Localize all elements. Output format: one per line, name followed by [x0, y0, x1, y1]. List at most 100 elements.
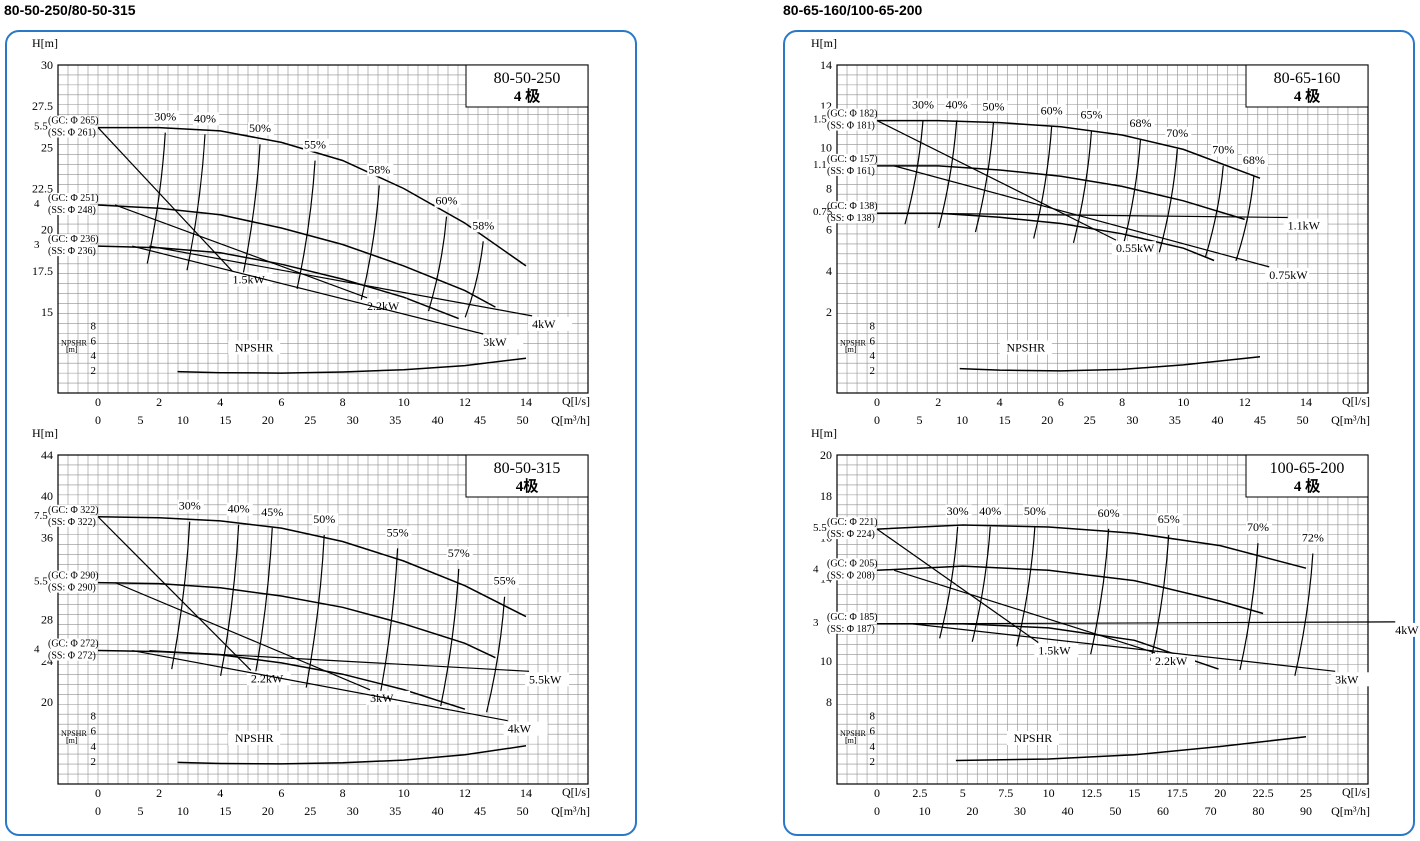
impeller-label-bg: [30, 192, 90, 215]
head-curves: 5.5 (GC: Φ 221)(SS: Φ 224)4 (GC: Φ 205)(SS…: [809, 517, 1307, 670]
y-tick-label: 10: [820, 654, 832, 668]
impeller-ss-label: (SS: Φ 224): [827, 529, 875, 540]
efficiency-text: 30%: [154, 110, 176, 124]
power-line: [149, 245, 533, 317]
xtick-bg: [1166, 787, 1189, 801]
power-line: [876, 528, 1039, 643]
x-axis: 0 2 4 6 8 10 12 14 Q[l/s] 0 5 10 15 20 25 30 35 40 45 50 Q[m…: [87, 394, 590, 427]
npsh-label: NPSHR: [228, 731, 281, 745]
efficiency-line: [253, 527, 273, 681]
npsh-tick-label: 6: [91, 335, 97, 347]
npsh-axis-label: NPSHR: [61, 729, 87, 738]
impeller-label: 7.5 (GC: Φ 322)(SS: Φ 322): [30, 504, 99, 528]
ytick-bg: [30, 139, 56, 154]
npsh-axis-unit: [m]: [845, 736, 857, 745]
efficiency-label: 70%: [1211, 143, 1238, 157]
y-tick-label: 20: [41, 223, 53, 237]
power-line: [876, 120, 1117, 241]
efficiency-line: [440, 568, 460, 707]
xtick-bg: [988, 396, 1011, 410]
impeller-gc-label: (GC: Φ 290): [48, 571, 99, 582]
ytick-bg: [809, 139, 835, 154]
x2-tick-label: 35: [389, 413, 401, 427]
efficiency-line: [464, 241, 484, 318]
efficiency-label: 45%: [260, 505, 287, 519]
efficiency-line: [938, 120, 958, 229]
xtick-bg: [87, 396, 109, 410]
x-tick-label: 0: [874, 786, 880, 800]
x2-tick-label: 45: [474, 413, 486, 427]
head-curve-5.5: [97, 581, 496, 659]
efficiency-label-bg: [978, 504, 1005, 518]
efficiency-label-bg: [434, 194, 461, 208]
efficiency-lines: 30% 40% 45% 50% 55% 57% 55%: [171, 499, 519, 713]
x-tick-label: 20: [1214, 786, 1226, 800]
xtick-bg: [270, 787, 293, 801]
xtick-bg: [1123, 787, 1146, 801]
npsh-tick-label: 6: [870, 726, 876, 738]
npsh-tick-label: 2: [91, 756, 97, 768]
x-tick-label: 17.5: [1167, 786, 1188, 800]
x2-tick-label: 45: [1254, 413, 1266, 427]
xtick-bg: [515, 396, 537, 410]
efficiency-label: 30%: [153, 110, 180, 124]
efficiency-label: 55%: [492, 574, 519, 588]
x-tick-label: 12: [1239, 395, 1251, 409]
motor-kw-label: 7.5: [34, 510, 48, 522]
efficiency-label-bg: [1211, 143, 1238, 157]
power-text: 2.2kW: [1155, 654, 1188, 668]
npsh-curve: [177, 745, 527, 765]
x-tick-label: 10: [1043, 786, 1055, 800]
efficiency-label: 65%: [1156, 512, 1183, 526]
x2-tick-label: 50: [517, 413, 529, 427]
efficiency-line: [171, 521, 191, 670]
x2-tick-label: 50: [1109, 804, 1121, 818]
efficiency-label-bg: [1165, 127, 1192, 141]
impeller-label: 3 (GC: Φ 236)(SS: Φ 236): [30, 234, 99, 257]
x-tick-label: 22.5: [1253, 786, 1274, 800]
efficiency-text: 45%: [261, 505, 283, 519]
npsh-tick-label: 2: [91, 365, 97, 377]
power-text: 3kW: [483, 335, 507, 349]
x2-tick-label: 40: [432, 804, 444, 818]
motor-kw-label: 5.5: [813, 522, 827, 534]
efficiency-label: 72%: [1300, 531, 1327, 545]
impeller-label-bg: [809, 201, 869, 224]
efficiency-line: [1150, 534, 1170, 661]
efficiency-text: 60%: [1041, 103, 1063, 117]
x2-axis-label: Q[m³/h]: [551, 804, 590, 818]
x2-tick-label: 0: [874, 413, 880, 427]
efficiency-label: 55%: [303, 138, 330, 152]
y-tick-label: 15: [41, 305, 53, 319]
npsh-axis-unit: [m]: [845, 345, 857, 354]
x-tick-label: 14: [520, 395, 532, 409]
npsh-tick-label: 8: [870, 711, 876, 723]
ytick-bg: [809, 304, 835, 318]
power-text: 0.55kW: [1116, 241, 1155, 255]
power-label-bg: [525, 672, 570, 687]
efficiency-line: [296, 160, 316, 290]
efficiency-label: 65%: [1079, 108, 1106, 122]
y-axis-label: H[m]: [32, 36, 58, 50]
efficiency-label-bg: [1039, 104, 1066, 118]
npsh-tick-label: 4: [870, 741, 876, 753]
efficiency-label-bg: [226, 502, 253, 516]
x-tick-label: 2: [935, 395, 941, 409]
power-line: [132, 649, 508, 722]
impeller-ss-label: (SS: Φ 161): [827, 166, 875, 177]
npsh-text: NPSHR: [1014, 731, 1053, 745]
head-curve-7.5: [97, 516, 527, 618]
impeller-gc-label: (GC: Φ 272): [48, 639, 99, 650]
poles-label: 4 极: [1294, 477, 1321, 495]
x-tick-label: 4: [997, 395, 1003, 409]
efficiency-label-bg: [471, 219, 498, 233]
x2-tick-label: 20: [262, 413, 274, 427]
efficiency-label: 60%: [1039, 103, 1066, 118]
efficiency-line: [974, 122, 995, 233]
efficiency-line: [241, 144, 261, 280]
power-line: [132, 245, 484, 335]
efficiency-label: 50%: [981, 99, 1008, 114]
x2-tick-label: 10: [177, 804, 189, 818]
